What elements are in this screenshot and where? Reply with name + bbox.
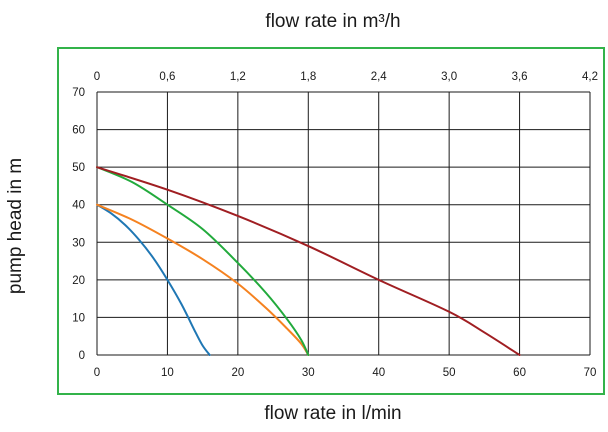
top-axis-title: flow rate in m³/h	[265, 11, 400, 32]
series-line-4	[96, 166, 521, 356]
x-tick-label: 60	[513, 367, 526, 379]
y-tick-label: 10	[72, 312, 85, 324]
x-tick-label: 0	[94, 367, 100, 379]
series-line-2	[96, 203, 310, 356]
top-tick-label: 0	[94, 71, 100, 83]
y-tick-label: 30	[72, 237, 85, 249]
series-line-1	[96, 203, 211, 356]
x-tick-label: 20	[231, 367, 244, 379]
series-line-3	[96, 166, 310, 356]
x-tick-label: 30	[302, 367, 315, 379]
y-tick-label: 0	[79, 350, 85, 362]
top-tick-label: 3,6	[512, 71, 528, 83]
y-tick-label: 60	[72, 125, 85, 137]
series-group	[96, 166, 521, 356]
top-tick-label: 2,4	[371, 71, 388, 83]
top-tick-label: 1,2	[230, 71, 246, 83]
top-tick-label: 0,6	[159, 71, 175, 83]
grid-lines	[96, 91, 591, 356]
x-tick-label: 40	[372, 367, 385, 379]
y-tick-label: 20	[72, 275, 85, 287]
top-tick-label: 1,8	[300, 71, 316, 83]
chart-frame	[57, 47, 605, 395]
x-tick-label: 70	[584, 367, 597, 379]
x-tick-label: 10	[161, 367, 174, 379]
y-tick-label: 70	[72, 87, 85, 99]
x-axis-title: flow rate in l/min	[264, 403, 401, 424]
x-tick-label: 50	[443, 367, 456, 379]
y-axis-title: pump head in m	[5, 158, 26, 294]
top-tick-label: 4,2	[582, 71, 598, 83]
y-tick-label: 40	[72, 200, 85, 212]
y-tick-label: 50	[72, 162, 85, 174]
top-tick-label: 3,0	[441, 71, 457, 83]
tick-labels: 0 10 20 30 40 50 60 70 0 10 20 30 40 50 60 70 0 0,6 1,2 1,8…	[72, 71, 598, 379]
